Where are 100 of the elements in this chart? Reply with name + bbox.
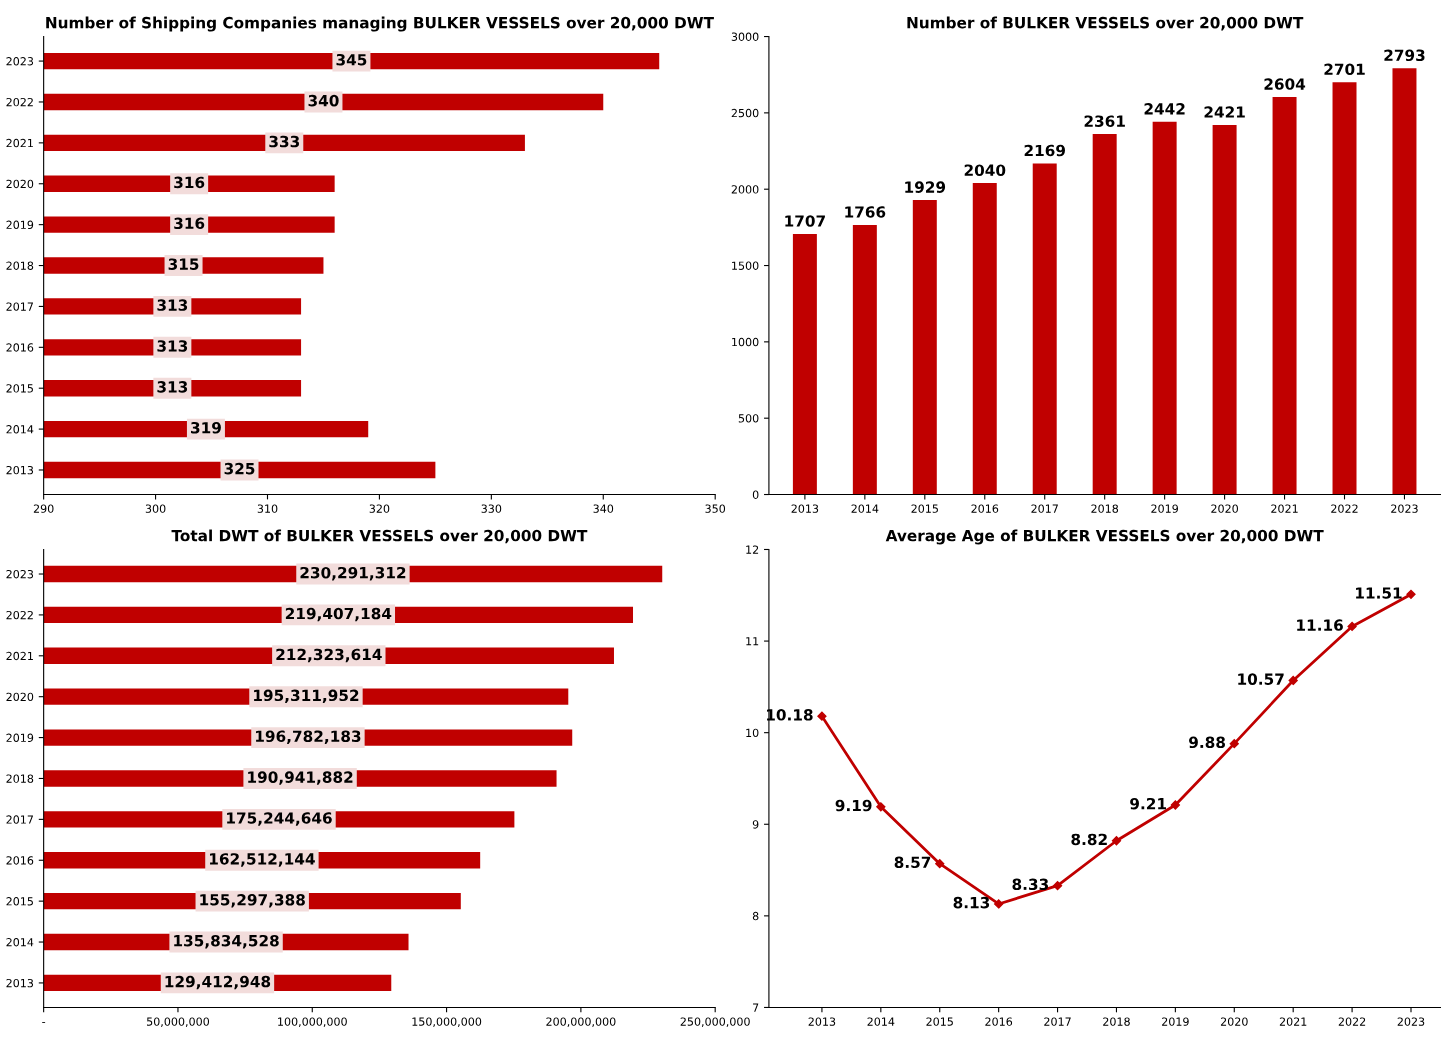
x-tick-label: 100,000,000 — [278, 1017, 347, 1027]
y-tick-label: 12 — [746, 545, 759, 554]
bar — [972, 183, 997, 495]
x-tick-label: 2016 — [985, 1017, 1013, 1026]
x-tick-label: 2022 — [1338, 1017, 1366, 1026]
x-tick-label: 200,000,000 — [546, 1017, 616, 1027]
x-tick-label: 250,000,000 — [680, 1017, 750, 1027]
point — [1347, 621, 1357, 632]
data-label: 325 — [224, 462, 255, 475]
x-tick-label: 2014 — [867, 1017, 895, 1026]
y-tick-label: 2014 — [6, 938, 34, 947]
x-tick-label: 2021 — [1271, 504, 1298, 513]
point — [935, 859, 945, 869]
x-tick-label: 2017 — [1031, 504, 1058, 513]
x-tick-label: 320 — [369, 504, 390, 513]
y-tick-label: 2019 — [6, 733, 34, 742]
data-label: 2040 — [964, 164, 1006, 176]
y-tick-label: 2022 — [6, 610, 33, 620]
y-tick-label: 11 — [746, 637, 759, 646]
chart-title: Number of Shipping Companies managing BULKER VESSELS over 20,000 DWT — [46, 16, 714, 32]
bar — [1212, 124, 1237, 495]
y-tick-label: 9 — [752, 820, 759, 829]
y-tick-label: 1000 — [732, 337, 759, 347]
data-label: 10.57 — [1238, 673, 1284, 685]
y-tick-label: 2022 — [6, 97, 33, 107]
point — [1111, 836, 1122, 846]
data-label: 8.13 — [953, 896, 990, 909]
data-label: 333 — [269, 135, 300, 148]
data-label: 319 — [191, 421, 221, 434]
y-tick-label: 2021 — [6, 138, 33, 148]
y-tick-label: 2019 — [6, 220, 34, 230]
x-tick-label: 2015 — [926, 1017, 953, 1026]
data-label: 340 — [308, 94, 339, 107]
y-tick-label: 2016 — [6, 343, 34, 352]
x-tick-label: 2015 — [911, 504, 938, 513]
y-tick-label: 2023 — [6, 569, 34, 579]
x-tick-label: 2014 — [851, 504, 879, 513]
data-label: 1929 — [905, 181, 946, 193]
data-label: 155,297,388 — [200, 894, 305, 908]
data-label: 313 — [157, 299, 188, 311]
x-tick-label: 2013 — [791, 504, 819, 513]
bar — [1332, 82, 1357, 495]
y-tick-label: 2013 — [6, 978, 34, 988]
data-label: 129,412,948 — [165, 975, 271, 990]
x-tick-label: 2023 — [1391, 504, 1418, 513]
data-label: 2604 — [1264, 78, 1306, 90]
x-tick-label: 2018 — [1091, 504, 1119, 513]
data-label: 2701 — [1324, 63, 1365, 76]
y-tick-label: 2018 — [6, 774, 34, 783]
x-tick-label: 330 — [481, 504, 502, 513]
point — [1406, 589, 1416, 599]
data-label: 2421 — [1204, 106, 1245, 118]
y-tick-label: 2500 — [731, 108, 759, 118]
data-label: 11.51 — [1356, 587, 1402, 599]
point — [1229, 739, 1239, 749]
y-tick-label: 2017 — [6, 302, 33, 311]
point — [994, 899, 1004, 909]
point — [817, 711, 827, 721]
x-tick-label: 350 — [705, 504, 726, 513]
point — [876, 802, 886, 812]
chart-title: Number of BULKER VESSELS over 20,000 DWT — [907, 16, 1304, 31]
x-tick-label: 2013 — [808, 1017, 836, 1026]
y-tick-label: 2015 — [6, 384, 33, 393]
data-label: 1707 — [785, 215, 825, 227]
data-label: 316 — [174, 176, 205, 189]
data-label: 9.21 — [1130, 797, 1166, 810]
data-label: 195,311,952 — [254, 689, 359, 704]
y-tick-label: 2021 — [6, 651, 33, 661]
y-tick-label: 0 — [752, 490, 759, 499]
bar — [1392, 68, 1417, 495]
y-tick-label: 7 — [753, 1003, 759, 1012]
x-tick-label: 2019 — [1162, 1017, 1189, 1026]
data-label: 2361 — [1084, 115, 1125, 127]
chart-title: Average Age of BULKER VESSELS over 20,000 DWT — [885, 529, 1324, 545]
data-label: 11.16 — [1297, 619, 1343, 631]
data-label: 315 — [168, 258, 199, 270]
bar — [912, 200, 937, 495]
x-tick-label: 150,000,000 — [412, 1017, 482, 1027]
data-label: 8.33 — [1012, 878, 1049, 891]
data-label: 212,323,614 — [276, 648, 382, 663]
y-tick-label: 2000 — [731, 185, 759, 194]
bar — [852, 224, 877, 495]
y-tick-label: 1500 — [732, 261, 759, 270]
y-tick-label: 3000 — [731, 32, 759, 41]
x-tick-label: 50,000,000 — [147, 1017, 210, 1027]
data-label: 196,782,183 — [256, 730, 361, 744]
point — [1052, 881, 1063, 891]
data-label: 2442 — [1144, 103, 1185, 115]
data-label: 8.57 — [894, 856, 931, 869]
y-tick-label: 2015 — [6, 897, 33, 906]
x-tick-label: - — [42, 1022, 46, 1024]
y-tick-label: 2017 — [6, 815, 33, 824]
data-label: 2793 — [1384, 49, 1425, 62]
y-tick-label: 2020 — [6, 692, 34, 702]
x-tick-label: 340 — [593, 504, 614, 513]
data-label: 219,407,184 — [285, 607, 392, 622]
data-label: 135,834,528 — [174, 934, 279, 949]
data-label: 313 — [157, 381, 188, 393]
x-tick-label: 2022 — [1331, 504, 1358, 513]
point — [1288, 675, 1298, 686]
